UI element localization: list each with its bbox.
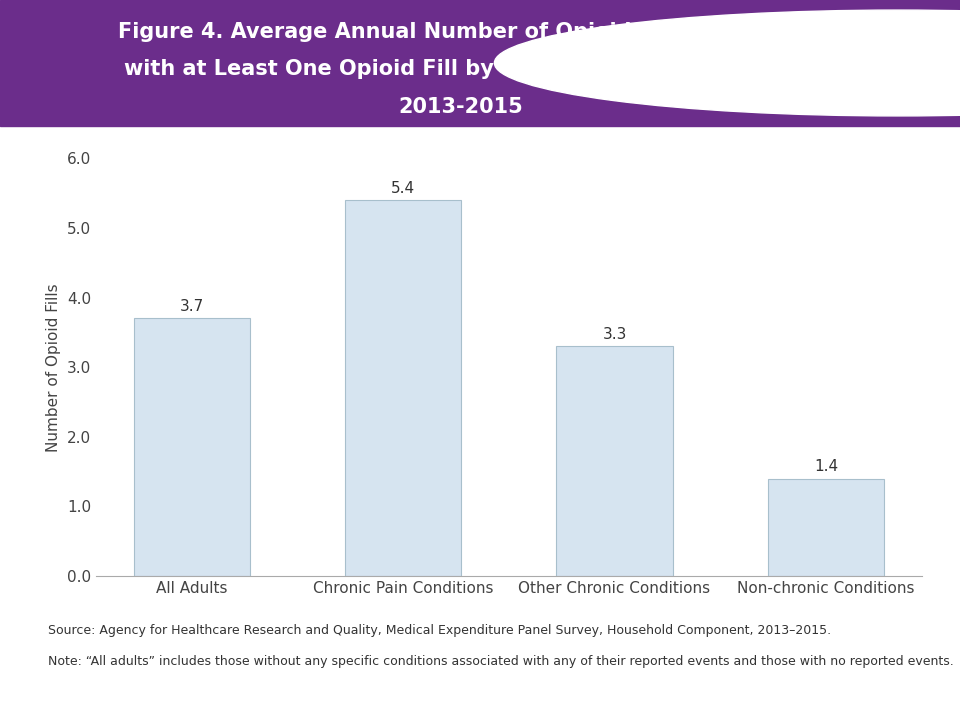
Text: 3.3: 3.3 <box>602 327 627 342</box>
Bar <box>345 200 461 576</box>
Text: 2013-2015: 2013-2015 <box>398 97 523 117</box>
Bar <box>768 479 884 576</box>
Text: 1.4: 1.4 <box>814 459 838 474</box>
Text: 5.4: 5.4 <box>391 181 415 196</box>
Text: with at Least One Opioid Fill by Treated Condition Group,: with at Least One Opioid Fill by Treated… <box>124 59 798 79</box>
Text: 3.7: 3.7 <box>180 300 204 315</box>
Text: Note: “All adults” includes those without any specific conditions associated wit: Note: “All adults” includes those withou… <box>48 655 953 668</box>
Text: Source: Agency for Healthcare Research and Quality, Medical Expenditure Panel Su: Source: Agency for Healthcare Research a… <box>48 624 831 637</box>
Text: Figure 4. Average Annual Number of Opioid Fills per Adult: Figure 4. Average Annual Number of Opioi… <box>118 22 804 42</box>
Circle shape <box>494 10 960 116</box>
Bar <box>133 318 250 576</box>
Y-axis label: Number of Opioid Fills: Number of Opioid Fills <box>46 283 61 451</box>
Bar <box>557 346 673 576</box>
